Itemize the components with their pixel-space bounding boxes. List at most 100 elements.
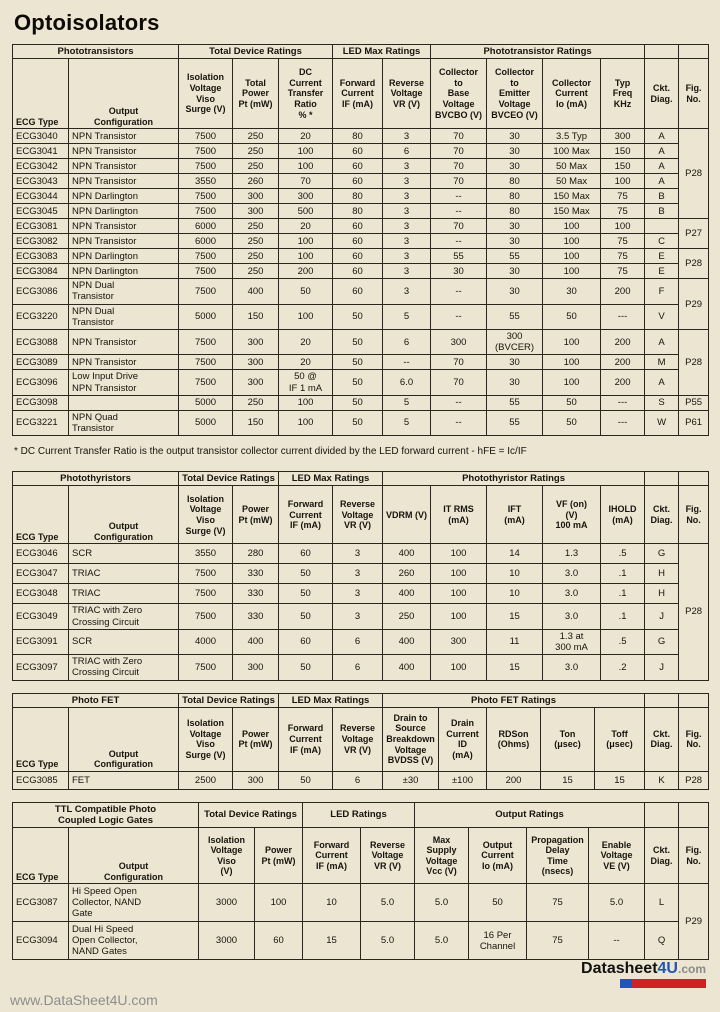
value-cell: 30: [486, 278, 544, 305]
group-header-empty: [678, 692, 710, 708]
value-cell: 10: [486, 563, 544, 585]
value-cell: 3: [382, 278, 432, 305]
value-cell: 200: [278, 263, 334, 280]
table-row: ECG3082 NPN Transistor 6000 250 100 60 3 -- 30 10…: [12, 233, 709, 250]
value-cell: 150: [232, 303, 280, 331]
value-cell: 1.3 at 300 mA: [542, 628, 602, 656]
column-header: Max Supply Voltage Vcc (V): [414, 827, 470, 885]
value-cell: C: [644, 233, 680, 250]
value-cell: W: [644, 409, 680, 437]
value-cell: 3: [382, 188, 432, 205]
value-cell: --: [588, 921, 646, 961]
ecg-type-cell: ECG3084: [12, 263, 69, 280]
value-cell: 50: [542, 409, 602, 437]
table-row: ECG3083 NPN Darlington 7500 250 100 60 3 55 55 10…: [12, 248, 710, 280]
value-cell: 60: [278, 543, 334, 565]
fig-no-cell: P28: [678, 770, 710, 790]
value-cell: 30: [486, 143, 544, 160]
value-cell: 200: [600, 369, 646, 396]
value-cell: 100: [278, 143, 334, 160]
value-cell: 300: [430, 628, 488, 656]
ecg-type-cell: ECG3081: [12, 218, 69, 235]
value-cell: F: [644, 278, 680, 305]
group-header-row: TTL Compatible Photo Coupled Logic Gates…: [12, 801, 710, 829]
table-row: ECG3048 TRIAC 7500 330 50 3 400 100 10 3.0.1 H: [12, 583, 709, 605]
value-cell: 3: [382, 263, 432, 280]
ecg-type-cell: ECG3046: [12, 543, 69, 565]
value-cell: A: [644, 173, 680, 190]
group-header: LED Max Ratings: [277, 692, 384, 708]
config-cell: SCR: [67, 628, 180, 656]
value-cell: 5.0: [414, 883, 470, 923]
column-header: Collector Current Io (mA): [542, 58, 602, 130]
value-cell: 55: [486, 248, 544, 265]
value-cell: 50: [278, 563, 334, 585]
value-cell: 5000: [178, 303, 234, 331]
value-cell: 3: [332, 583, 384, 605]
ecg-type-cell: ECG3040: [12, 128, 69, 145]
config-cell: NPN Dual Transistor: [67, 303, 180, 331]
value-cell: 100: [278, 394, 334, 411]
value-cell: 50: [332, 354, 384, 371]
value-cell: 5.0: [414, 921, 470, 961]
value-cell: 100: [542, 329, 602, 356]
column-header: Toff (μsec): [594, 706, 646, 772]
value-cell: 70: [430, 173, 488, 190]
ecg-type-cell: ECG3091: [12, 628, 69, 656]
value-cell: 55: [430, 248, 488, 265]
value-cell: 30: [486, 128, 544, 145]
value-cell: 3: [382, 173, 432, 190]
group-header: LED Max Ratings: [332, 43, 432, 60]
group-header: Total Device Ratings: [178, 43, 334, 60]
value-cell: 75: [600, 263, 646, 280]
table-row: ECG3097 TRIAC with Zero Crossing Circuit 7…: [12, 654, 709, 681]
value-cell: 100: [542, 248, 602, 265]
value-cell: 50: [332, 329, 384, 356]
value-cell: 2500: [178, 770, 233, 790]
value-cell: 300: [430, 329, 488, 356]
value-cell: 280: [232, 543, 280, 565]
value-cell: 100: [542, 263, 602, 280]
value-cell: 100: [600, 173, 646, 190]
value-cell: 30: [486, 233, 544, 250]
value-cell: A: [644, 143, 680, 160]
value-cell: 80: [486, 188, 544, 205]
ecg-type-cell: ECG3094: [12, 921, 69, 961]
config-cell: NPN Transistor: [67, 354, 180, 371]
value-cell: 60: [332, 263, 384, 280]
ecg-type-cell: ECG3221: [12, 409, 69, 437]
value-cell: 200: [600, 329, 646, 356]
value-cell: 20: [278, 218, 334, 235]
value-cell: 70: [430, 143, 488, 160]
column-header: Reverse Voltage VR (V): [331, 706, 384, 772]
value-cell: Q: [644, 921, 680, 961]
value-cell: 80: [486, 203, 544, 220]
value-cell: 250: [232, 128, 280, 145]
column-header: Output Configuration: [67, 485, 180, 545]
column-header: VF (on) (V) 100 mA: [542, 485, 602, 545]
value-cell: 50: [278, 603, 334, 630]
value-cell: 400: [382, 628, 432, 656]
value-cell: 3.0: [542, 654, 602, 681]
value-cell: 300: [600, 128, 646, 145]
column-header: Output Configuration: [67, 58, 180, 130]
value-cell: ±100: [438, 770, 488, 790]
value-cell: A: [644, 329, 680, 356]
value-cell: 70: [430, 369, 488, 396]
column-header: Ckt. Diag.: [644, 485, 680, 545]
group-header: LED Max Ratings: [278, 471, 384, 487]
value-cell: 14: [486, 543, 544, 565]
value-cell: 6: [331, 770, 384, 790]
value-cell: 300: [232, 203, 280, 220]
value-cell: 75: [526, 883, 590, 923]
value-cell: 75: [600, 233, 646, 250]
column-header: Fig. No.: [678, 827, 710, 885]
column-header: Isolation Voltage Viso Surge (V): [178, 485, 234, 545]
ecg-type-cell: ECG3098: [12, 394, 69, 411]
value-cell: 20: [278, 354, 334, 371]
value-cell: 60: [332, 278, 384, 305]
column-header: Power Pt (mW): [232, 706, 279, 772]
value-cell: .5: [600, 543, 646, 565]
column-header-row: ECG Type Output Configuration Isolation Vo…: [12, 827, 710, 885]
fig-no-cell: P29: [678, 278, 710, 331]
